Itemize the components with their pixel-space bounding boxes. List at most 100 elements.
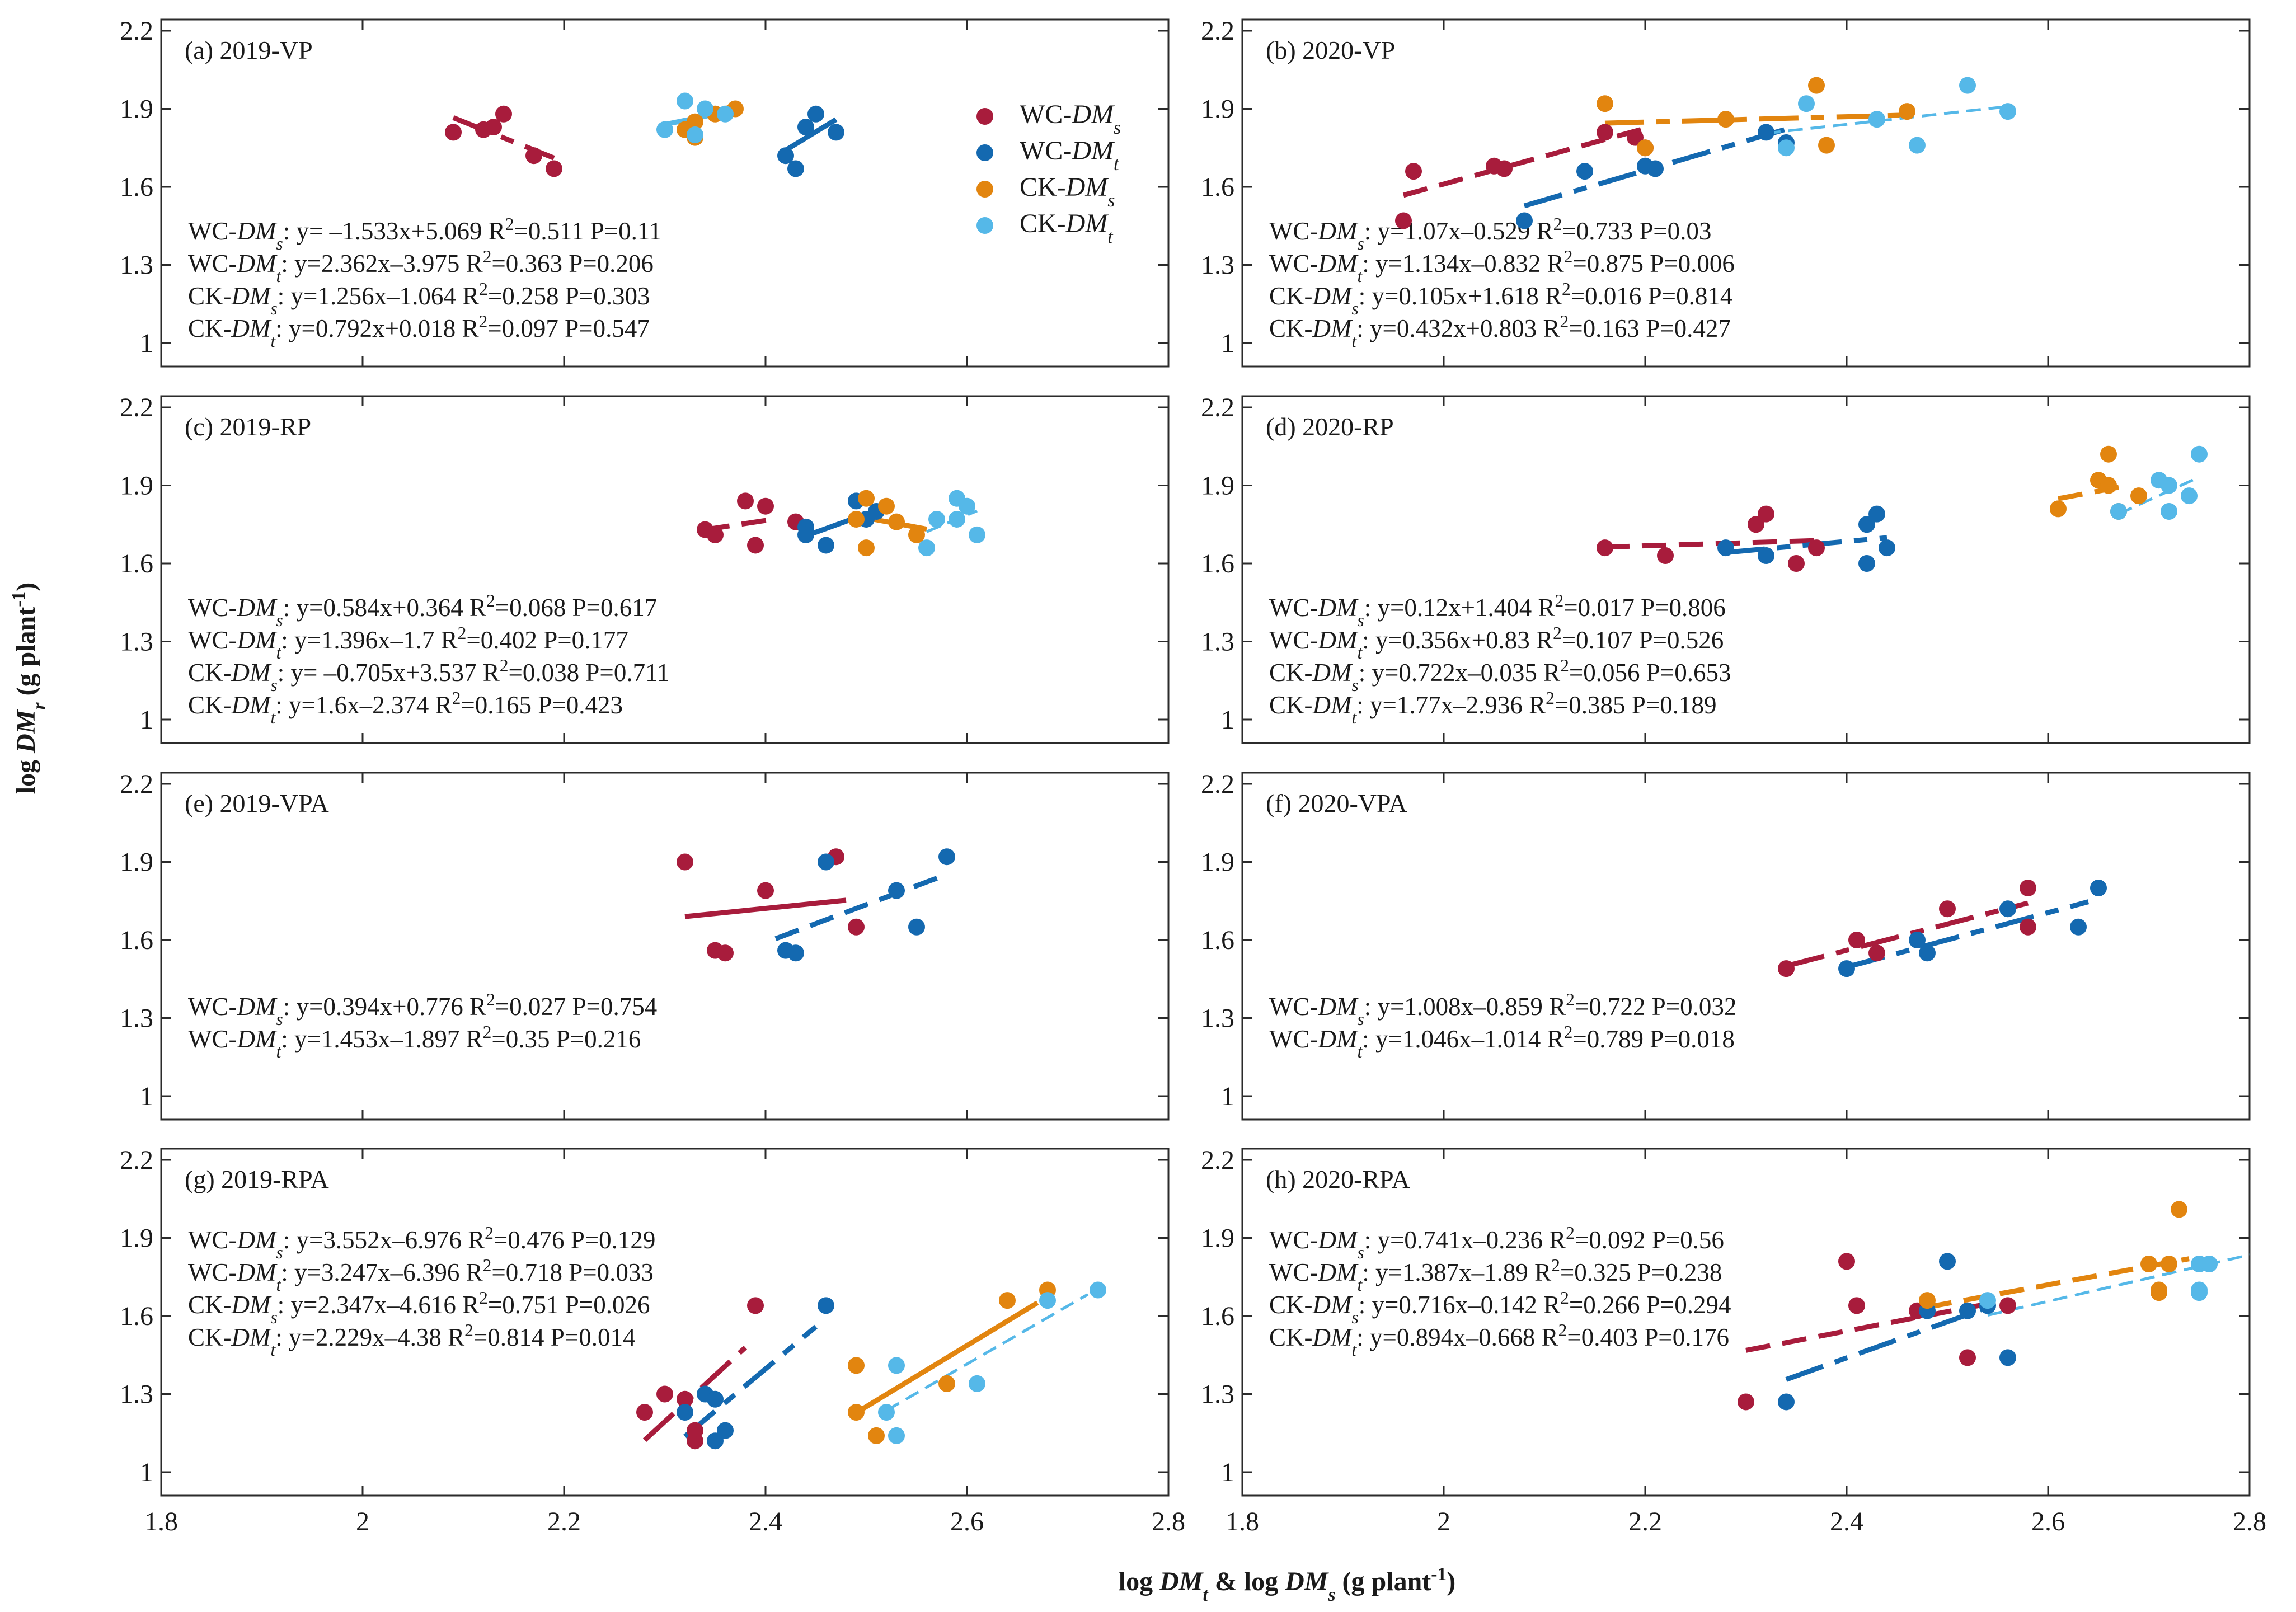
panel-c-2019-rp: 1 1.3 1.6 1.9 2.2 (c) 2019-RP WC-DMs: y=0.584x… [120, 393, 1170, 744]
point-wc-dms [1788, 555, 1805, 572]
x-tick-label: 2.2 [1628, 1507, 1662, 1536]
legend-item-ck-dms: CK-DMs [976, 172, 1115, 211]
x-tick-label: 2.2 [547, 1507, 581, 1536]
equation-wc-dmt: WC-DMt: y=0.356x+0.83 R2=0.107 P=0.526 [1269, 623, 1724, 662]
y-tick-label: 1 [140, 705, 153, 735]
equation-wc-dmt: WC-DMt: y=1.396x–1.7 R2=0.402 P=0.177 [188, 623, 628, 662]
y-tick-label: 2.2 [1201, 769, 1234, 799]
point-ck-dmt [1868, 111, 1885, 128]
point-wc-dmt [828, 124, 844, 141]
legend-item-ck-dmt: CK-DMt [976, 209, 1113, 247]
y-tick-label: 1.6 [120, 925, 153, 955]
point-wc-dmt [1516, 212, 1533, 229]
x-tick-label: 2.6 [2031, 1507, 2065, 1536]
fit-line-wc-dms [1785, 900, 2029, 969]
point-ck-dmt [2161, 477, 2177, 494]
point-ck-dms [2171, 1201, 2187, 1218]
panel-frame [1241, 772, 2251, 1121]
y-tick-label: 2.2 [1201, 16, 1234, 46]
y-tick-label: 1.9 [1201, 1224, 1234, 1253]
y-axis-label: log DMr (g plant-1) [8, 582, 50, 794]
point-wc-dms [1395, 212, 1412, 229]
point-wc-dmt [1919, 944, 1936, 962]
point-wc-dms [747, 1297, 764, 1314]
equation-wc-dmt: WC-DMt: y=2.362x–3.975 R2=0.363 P=0.206 [188, 247, 654, 286]
x-tick-label: 2 [1437, 1507, 1450, 1536]
point-ck-dmt [717, 105, 734, 123]
equation-wc-dmt: WC-DMt: y=1.046x–1.014 R2=0.789 P=0.018 [1269, 1022, 1735, 1061]
point-ck-dmt [969, 526, 985, 543]
point-ck-dms [1808, 77, 1825, 94]
panel-title: (c) 2019-RP [185, 412, 311, 441]
x-tick-label: 2.8 [2233, 1507, 2266, 1536]
point-ck-dms [2161, 1256, 2177, 1272]
point-ck-dms [848, 510, 865, 528]
point-wc-dms [445, 124, 462, 141]
legend-item-wc-dmt: WC-DMt [976, 136, 1119, 175]
y-tick-label: 1.6 [120, 1301, 153, 1331]
point-wc-dms [757, 497, 774, 515]
y-tick-label: 2.2 [120, 769, 153, 799]
data-layer [697, 490, 985, 557]
point-wc-dmt [777, 147, 794, 165]
panel-frame [160, 1148, 1170, 1497]
point-wc-dms [1748, 516, 1764, 533]
legend-marker [976, 217, 993, 234]
y-tick-label: 1.3 [1201, 251, 1234, 280]
point-wc-dms [636, 1404, 653, 1421]
point-wc-dms [677, 853, 693, 871]
point-wc-dmt [818, 537, 834, 554]
point-wc-dms [1627, 129, 1644, 146]
point-wc-dmt [797, 119, 814, 136]
point-ck-dms [2050, 500, 2067, 518]
point-wc-dms [656, 1385, 673, 1403]
point-wc-dmt [707, 1432, 724, 1450]
y-tick-label: 1.3 [1201, 627, 1234, 657]
point-wc-dms [1738, 1393, 1754, 1411]
y-tick-label: 2.2 [1201, 1145, 1234, 1175]
point-ck-dmt [2161, 503, 2177, 520]
point-wc-dms [495, 105, 512, 123]
point-wc-dms [1597, 124, 1613, 141]
point-ck-dms [1899, 103, 1915, 120]
equation-wc-dms: WC-DMs: y=1.008x–0.859 R2=0.722 P=0.032 [1269, 990, 1736, 1029]
equation-wc-dmt: WC-DMt: y=1.387x–1.89 R2=0.325 P=0.238 [1269, 1256, 1722, 1295]
y-tick-label: 1.9 [120, 95, 153, 124]
point-ck-dmt [1090, 1281, 1106, 1299]
x-tick-label: 2 [356, 1507, 369, 1536]
point-ck-dmt [2191, 1281, 2208, 1299]
point-ck-dmt [918, 539, 935, 557]
point-wc-dms [2020, 880, 2036, 896]
equation-wc-dms: WC-DMs: y=0.12x+1.404 R2=0.017 P=0.806 [1269, 591, 1726, 630]
equation-ck-dmt: CK-DMt: y=0.894x–0.668 R2=0.403 P=0.176 [1269, 1320, 1729, 1360]
point-wc-dmt [1939, 1253, 1956, 1270]
panel-b-2020-vp: 1 1.3 1.6 1.9 2.2 (b) 2020-VP WC-DMs: y=1.07x–… [1201, 16, 2251, 368]
point-wc-dms [1999, 1297, 2016, 1314]
point-wc-dmt [787, 944, 804, 962]
point-wc-dms [1848, 1297, 1865, 1314]
point-ck-dms [2130, 487, 2147, 505]
x-tick-label: 2.4 [749, 1507, 782, 1536]
point-wc-dms [1848, 932, 1865, 948]
panel-f-2020-vpa: 1 1.3 1.6 1.9 2.2 (f) 2020-VPA WC-DMs: y=1.008… [1201, 769, 2251, 1121]
equation-ck-dms: CK-DMs: y=2.347x–4.616 R2=0.751 P=0.026 [188, 1288, 650, 1327]
y-tick-label: 2.2 [120, 16, 153, 46]
legend-label: WC-DMs [1020, 100, 1121, 138]
panel-e-2019-vpa: 1 1.3 1.6 1.9 2.2 (e) 2019-VPA WC-DMs: y=0.394… [120, 769, 1170, 1121]
point-wc-dms [677, 1390, 693, 1408]
point-ck-dmt [928, 510, 945, 528]
point-ck-dms [2140, 1256, 2157, 1272]
point-ck-dmt [2201, 1256, 2218, 1272]
point-wc-dmt [888, 882, 905, 899]
point-wc-dmt [1999, 1349, 2016, 1366]
fit-line-ck-dms [2058, 483, 2129, 501]
y-tick-label: 1.9 [1201, 95, 1234, 124]
equation-wc-dms: WC-DMs: y=0.741x–0.236 R2=0.092 P=0.56 [1269, 1223, 1724, 1262]
point-wc-dmt [818, 853, 834, 871]
y-tick-label: 1 [1221, 1458, 1234, 1487]
fit-line-wc-dmt [1846, 899, 2090, 970]
point-wc-dmt [1576, 163, 1593, 180]
point-ck-dmt [1979, 1292, 1996, 1309]
y-tick-label: 1.6 [1201, 172, 1234, 202]
